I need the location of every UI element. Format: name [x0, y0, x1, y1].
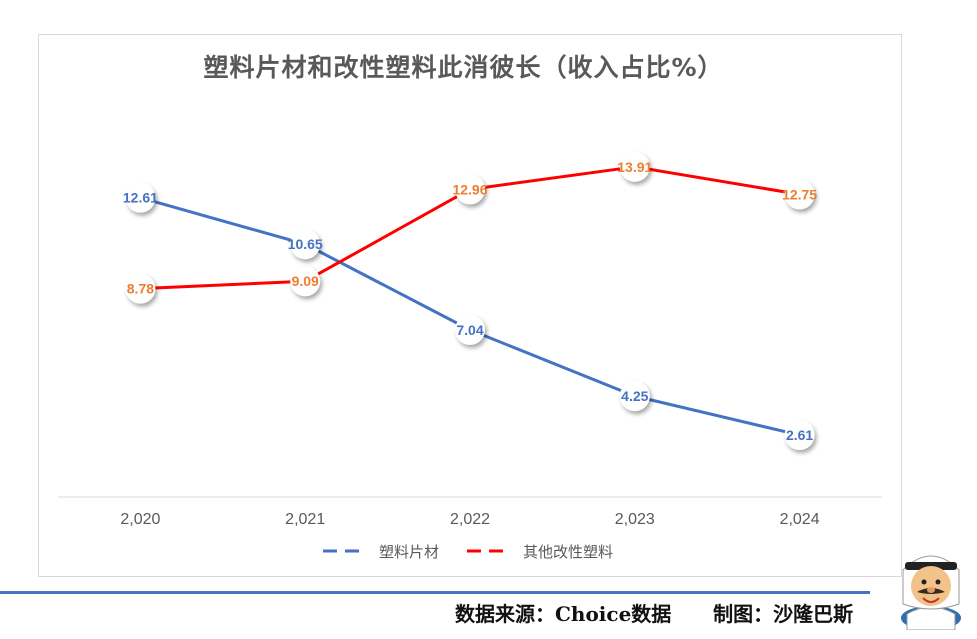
data-label: 12.61 [123, 190, 158, 206]
chart-frame [38, 34, 902, 577]
legend-label: 其他改性塑料 [523, 543, 613, 561]
legend-label: 塑料片材 [379, 543, 439, 561]
x-tick-label: 2,023 [615, 511, 655, 528]
data-label: 7.04 [456, 322, 483, 338]
data-label: 10.65 [288, 236, 323, 252]
data-point-marker [125, 273, 156, 304]
data-point-marker [619, 381, 650, 412]
data-point-marker [784, 179, 815, 210]
data-point-marker [290, 266, 321, 297]
data-point-marker [619, 151, 650, 182]
data-point-marker [125, 182, 156, 213]
data-label: 8.78 [127, 281, 154, 297]
footer-divider [0, 591, 870, 594]
data-point-marker [455, 314, 485, 345]
x-tick-label: 2,021 [285, 511, 325, 528]
data-point-marker [290, 229, 321, 260]
footer-source-credit: 数据来源：Choice数据 制图：沙隆巴斯 [455, 602, 854, 626]
data-label: 2.61 [786, 427, 813, 443]
data-point-marker [784, 420, 815, 451]
data-label: 9.09 [292, 273, 319, 289]
chart-title: 塑料片材和改性塑料此消彼长（收入占比%） [203, 53, 724, 82]
data-label: 12.75 [782, 186, 817, 202]
arab-man-cartoon-icon [901, 555, 961, 630]
x-tick-label: 2,024 [780, 511, 820, 528]
data-point-marker [455, 174, 485, 205]
data-label: 13.91 [617, 159, 652, 175]
data-label: 12.96 [452, 181, 487, 197]
x-tick-label: 2,022 [450, 511, 490, 528]
data-label: 4.25 [621, 388, 648, 404]
x-tick-label: 2,020 [120, 511, 160, 528]
